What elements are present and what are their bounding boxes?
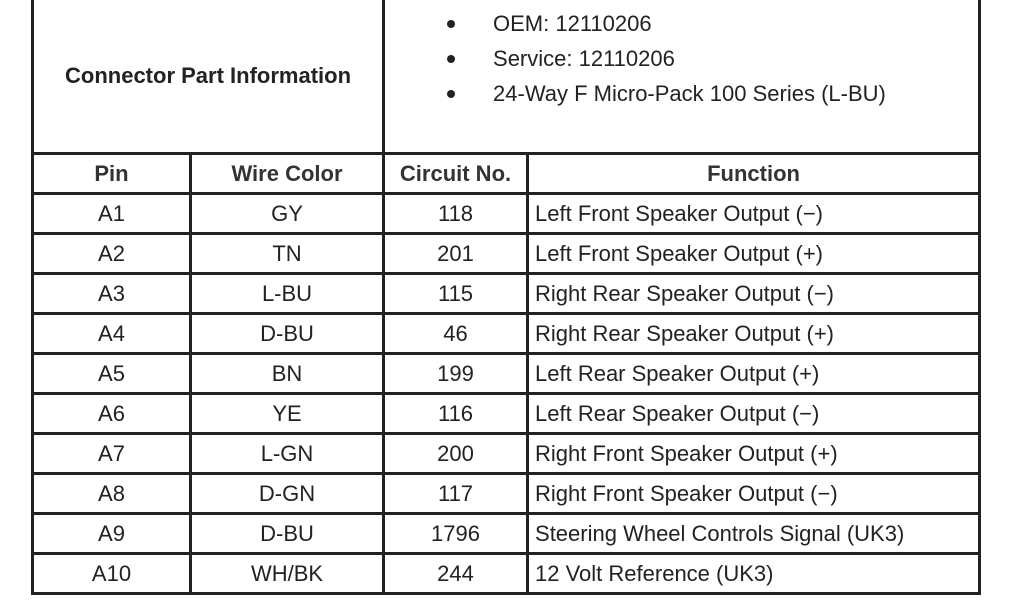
- cell-wire-color: D-BU: [188, 512, 386, 555]
- cell-wire-color: YE: [188, 392, 386, 435]
- cell-pin: A7: [31, 432, 192, 475]
- cell-function: Left Rear Speaker Output (−): [526, 392, 982, 435]
- header-pin: Pin: [31, 152, 192, 195]
- cell-wire-color: D-GN: [188, 472, 386, 515]
- cell-wire-color: L-BU: [188, 272, 386, 315]
- cell-circuit-no: 115: [382, 272, 530, 315]
- table-row: A8 D-GN 117 Right Front Speaker Output (−): [31, 472, 982, 515]
- table-row: A7 L-GN 200 Right Front Speaker Output (+): [31, 432, 982, 475]
- table-row: A6 YE 116 Left Rear Speaker Output (−): [31, 392, 982, 435]
- cell-function: Left Front Speaker Output (−): [526, 192, 982, 235]
- table-row: A4 D-BU 46 Right Rear Speaker Output (+): [31, 312, 982, 355]
- cell-pin: A6: [31, 392, 192, 435]
- cell-pin: A4: [31, 312, 192, 355]
- table-row: A10 WH/BK 244 12 Volt Reference (UK3): [31, 552, 982, 595]
- cell-circuit-no: 118: [382, 192, 530, 235]
- cell-pin: A2: [31, 232, 192, 275]
- cell-wire-color: GY: [188, 192, 386, 235]
- cell-circuit-no: 201: [382, 232, 530, 275]
- connector-info-label: Connector Part Information: [30, 0, 386, 155]
- connector-type: 24-Way F Micro-Pack 100 Series (L-BU): [435, 76, 978, 111]
- cell-wire-color: BN: [188, 352, 386, 395]
- cell-function: Left Front Speaker Output (+): [526, 232, 982, 275]
- cell-wire-color: D-BU: [188, 312, 386, 355]
- cell-pin: A10: [31, 552, 192, 595]
- cell-circuit-no: 1796: [382, 512, 530, 555]
- cell-pin: A9: [31, 512, 192, 555]
- cell-pin: A1: [31, 192, 192, 235]
- table-row: A9 D-BU 1796 Steering Wheel Controls Signal…: [31, 512, 982, 555]
- connector-info-list: OEM: 12110206 Service: 12110206 24-Way F…: [385, 6, 978, 111]
- cell-function: Steering Wheel Controls Signal (UK3): [526, 512, 982, 555]
- cell-function: Right Rear Speaker Output (+): [526, 312, 982, 355]
- header-circuit-no: Circuit No.: [382, 152, 530, 195]
- connector-service: Service: 12110206: [435, 41, 978, 76]
- cell-pin: A8: [31, 472, 192, 515]
- connector-oem: OEM: 12110206: [435, 6, 978, 41]
- cell-function: Right Rear Speaker Output (−): [526, 272, 982, 315]
- cell-circuit-no: 199: [382, 352, 530, 395]
- cell-function: Right Front Speaker Output (−): [526, 472, 982, 515]
- header-row: Pin Wire Color Circuit No. Function: [31, 152, 982, 195]
- cell-pin: A5: [31, 352, 192, 395]
- connector-info-list-cell: OEM: 12110206 Service: 12110206 24-Way F…: [382, 0, 982, 155]
- cell-function: Right Front Speaker Output (+): [526, 432, 982, 475]
- cell-circuit-no: 116: [382, 392, 530, 435]
- table-row: A2 TN 201 Left Front Speaker Output (+): [31, 232, 982, 275]
- cell-wire-color: WH/BK: [188, 552, 386, 595]
- table-row: A3 L-BU 115 Right Rear Speaker Output (−): [31, 272, 982, 315]
- cell-function: Left Rear Speaker Output (+): [526, 352, 982, 395]
- connector-pinout-table: Connector Part Information OEM: 12110206…: [30, 0, 982, 595]
- cell-circuit-no: 244: [382, 552, 530, 595]
- cell-circuit-no: 200: [382, 432, 530, 475]
- cell-function: 12 Volt Reference (UK3): [526, 552, 982, 595]
- connector-info-row: Connector Part Information OEM: 12110206…: [30, 0, 982, 155]
- cell-pin: A3: [31, 272, 192, 315]
- cell-circuit-no: 117: [382, 472, 530, 515]
- header-wire-color: Wire Color: [188, 152, 386, 195]
- cell-wire-color: L-GN: [188, 432, 386, 475]
- header-function: Function: [526, 152, 982, 195]
- table-row: A1 GY 118 Left Front Speaker Output (−): [31, 192, 982, 235]
- cell-circuit-no: 46: [382, 312, 530, 355]
- table-row: A5 BN 199 Left Rear Speaker Output (+): [31, 352, 982, 395]
- cell-wire-color: TN: [188, 232, 386, 275]
